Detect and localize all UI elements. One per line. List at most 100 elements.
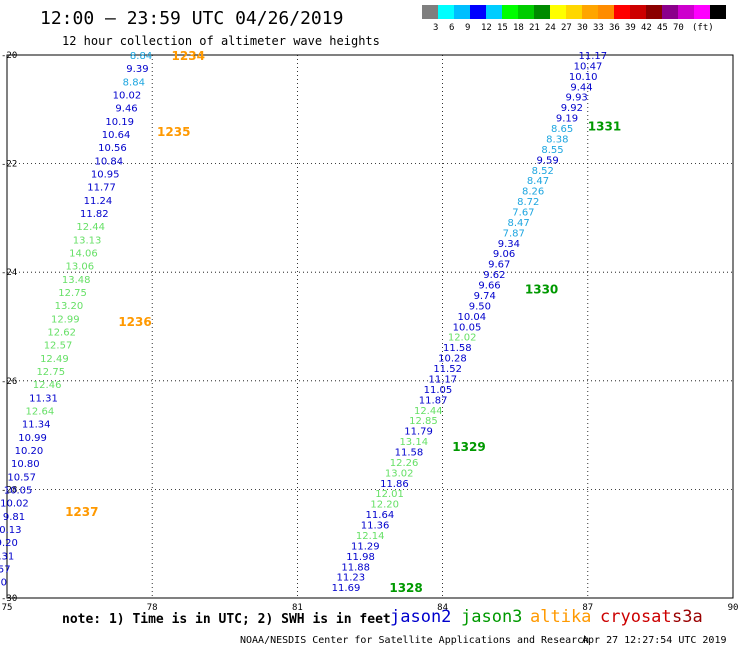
colorbar-swatch [678,5,694,19]
wave-height-value: 10.47 [574,61,603,72]
wave-height-value: 9.62 [483,270,505,281]
wave-height-value: 9.34 [498,239,520,250]
wave-height-value: 9.39 [126,64,148,75]
pass-number-label: 1331 [588,120,621,134]
colorbar-tick-label: 3 [433,23,439,33]
wave-height-value: 13.13 [73,235,102,246]
colorbar-swatch [438,5,454,19]
pass-number-label: 1235 [157,125,190,139]
colorbar-tick-label: 70 [673,23,684,33]
colorbar-swatch [518,5,534,19]
legend-jason2: jason2 [390,607,452,627]
wave-height-value: 9.46 [115,104,137,115]
wave-height-value: 11.29 [351,541,380,552]
wave-height-value: 12.75 [36,367,65,378]
wave-height-value: 10.05 [4,486,33,497]
wave-height-value: 10.56 [98,143,127,154]
pass-number-label: 1236 [118,315,151,329]
wave-height-value: 11.98 [346,552,375,563]
wave-height-value: 12.57 [44,341,73,352]
y-tick-label: -20 [1,51,17,61]
wave-height-value: 8.84 [130,51,152,62]
colorbar-swatch [470,5,486,19]
wave-height-value: 8.47 [527,176,549,187]
wave-height-value: 11.58 [443,343,472,354]
wave-height-value: 13.02 [385,468,414,479]
wave-height-value: 10.99 [18,433,47,444]
y-tick-label: -24 [1,268,17,278]
colorbar-tick-label: 39 [625,23,636,33]
colorbar-tick-label: 9 [465,23,471,33]
wave-height-value: 12.14 [356,531,385,542]
legend-cryosat: cryosat [600,607,672,627]
colorbar-swatch [662,5,678,19]
colorbar-tick-label: 27 [561,23,572,33]
wave-height-value: 11.87 [419,395,448,406]
y-tick-label: -30 [1,594,17,604]
wave-height-value: 12.20 [370,500,399,511]
wave-height-value: 8.26 [522,187,544,198]
colorbar-tick-label: 6 [449,23,455,33]
wave-height-value: 9.67 [488,260,510,271]
legend-s3a: s3a [672,607,703,627]
colorbar-swatch [550,5,566,19]
wave-height-value: 11.23 [337,573,366,584]
colorbar-swatch [694,5,710,19]
colorbar-swatch [710,5,726,19]
x-tick-label: 78 [147,603,158,613]
colorbar-tick-label: 33 [593,23,604,33]
pass-number-label: 1329 [452,440,485,454]
colorbar-swatch [534,5,550,19]
y-tick-label: -22 [1,160,17,170]
colorbar-tick-label: 42 [641,23,652,33]
wave-height-value: 8.52 [532,166,554,177]
wave-height-value: 10.19 [105,117,134,128]
wave-height-value: 8.47 [507,218,529,229]
pass-number-label: 1234 [172,49,205,63]
wave-height-value: 13.14 [399,437,428,448]
wave-height-value: 10.95 [91,170,120,181]
wave-height-value: 12.75 [58,288,87,299]
wave-height-value: 12.64 [26,407,55,418]
wave-height-value: 7.87 [503,228,525,239]
wave-height-value: 10.20 [15,446,44,457]
colorbar-swatch [582,5,598,19]
wave-height-value: 12.46 [33,380,62,391]
pass-number-label: 1330 [525,282,558,296]
wave-height-value: 8.65 [551,124,573,135]
wave-height-value: 11.17 [579,51,608,62]
wave-height-value: 10.10 [569,72,598,83]
chart-subtitle: 12 hour collection of altimeter wave hei… [62,34,380,48]
wave-height-value: 9.20 [0,538,18,549]
colorbar-tick-label: 12 [481,23,492,33]
wave-height-value: 10.02 [0,499,29,510]
x-tick-label: 90 [728,603,739,613]
x-tick-label: 75 [2,603,13,613]
wave-height-value: 11.05 [424,385,453,396]
wave-height-value: 9.92 [561,103,583,114]
generated-timestamp: Apr 27 12:27:54 UTC 2019 [582,635,727,646]
wave-height-value: 11.86 [380,479,409,490]
wave-height-value: 12.26 [390,458,419,469]
wave-height-value: 10.04 [458,312,487,323]
pass-number-label: 1328 [389,581,422,595]
colorbar-unit: (ft) [692,23,714,33]
colorbar-tick-label: 36 [609,23,620,33]
wave-height-value: 11.77 [87,183,116,194]
wave-height-value: 12.85 [409,416,438,427]
wave-height-value: 11.36 [361,521,390,532]
colorbar-tick-label: 21 [529,23,540,33]
colorbar-tick-label: 45 [657,23,668,33]
wave-height-value: 10.02 [113,91,142,102]
wave-height-value: 11.34 [22,420,51,431]
wave-height-value: 9.06 [493,249,515,260]
legend-altika: altika [530,607,592,627]
x-tick-label: 81 [292,603,303,613]
footer-note: note: 1) Time is in UTC; 2) SWH is in fe… [62,612,391,627]
wave-height-value: 11.82 [80,209,109,220]
wave-height-value: 10.05 [453,322,482,333]
colorbar-swatch [502,5,518,19]
wave-height-value: 10.28 [438,354,467,365]
wave-height-value: 9.19 [556,114,578,125]
